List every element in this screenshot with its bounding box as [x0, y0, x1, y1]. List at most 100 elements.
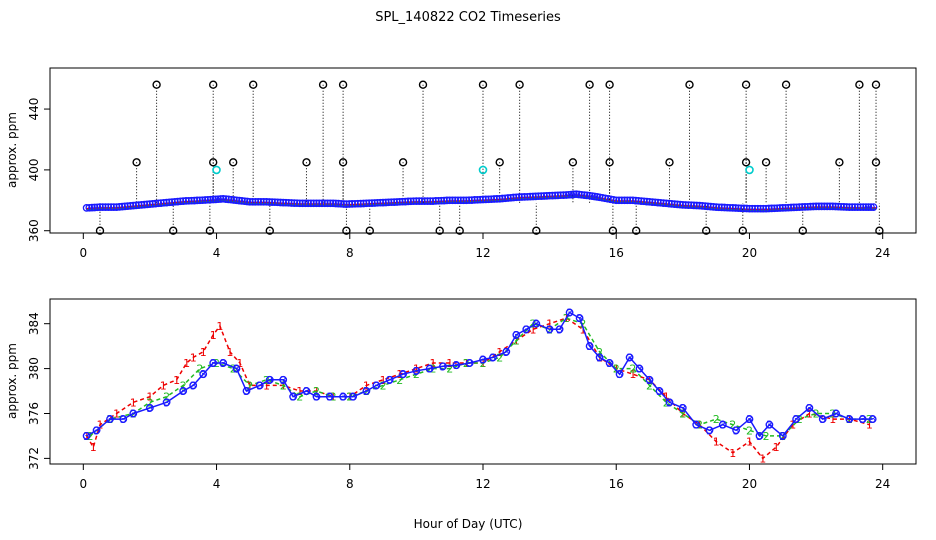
baseline-point: [184, 196, 193, 205]
bottom-xtick-label: 12: [475, 477, 490, 491]
bottom-xtick-label: 20: [742, 477, 757, 491]
baseline-point: [315, 199, 324, 208]
baseline-point: [631, 196, 640, 205]
series-3-point: [219, 359, 228, 367]
baseline-point: [88, 203, 96, 212]
baseline-point: [459, 196, 468, 205]
series-1-glyph: 1: [200, 346, 207, 359]
baseline-point: [345, 200, 354, 208]
baseline-point: [182, 197, 190, 205]
baseline-point: [812, 202, 820, 211]
baseline-point: [756, 204, 765, 213]
series-3-point: [605, 359, 614, 367]
series-3-point: [665, 398, 674, 407]
baseline-point: [540, 192, 548, 200]
baseline-point: [665, 199, 673, 208]
baseline-point: [837, 202, 845, 211]
series-1-glyph: 1: [313, 385, 320, 398]
baseline-point: [129, 201, 138, 210]
baseline-point: [869, 203, 878, 211]
baseline-point: [376, 198, 385, 207]
series-3-glyph: 3: [756, 430, 763, 443]
baseline-point: [423, 197, 432, 205]
series-3-point: [678, 403, 687, 412]
baseline-point: [448, 196, 457, 205]
series-3-glyph: 3: [426, 363, 433, 376]
series-2-glyph: 2: [763, 430, 770, 443]
spike-point: [871, 158, 881, 167]
series-3-point: [189, 381, 198, 390]
spike-point: [781, 80, 791, 89]
series-3-glyph: 3: [706, 424, 713, 437]
baseline-point: [692, 201, 701, 210]
baseline-point: [523, 192, 532, 201]
series-3-glyph: 3: [656, 385, 663, 398]
baseline-point: [867, 203, 875, 211]
baseline-point: [143, 200, 151, 209]
spike-point: [532, 226, 541, 235]
series-1-glyph: 1: [146, 391, 153, 404]
baseline-point: [323, 199, 332, 208]
baseline-point: [601, 194, 609, 203]
top-ytick-label: 360: [27, 219, 41, 242]
baseline-point: [434, 196, 443, 205]
series-3-point: [532, 319, 541, 328]
baseline-point: [284, 198, 293, 207]
baseline-point: [656, 198, 665, 207]
series-2-glyph: 2: [679, 408, 686, 421]
series-3-glyph: 3: [120, 413, 127, 426]
series-2-glyph: 2: [579, 318, 586, 331]
baseline-point: [798, 203, 807, 211]
spike-point: [515, 80, 524, 89]
series-3-glyph: 3: [503, 346, 510, 359]
baseline-point: [742, 204, 751, 213]
baseline-point: [623, 196, 632, 205]
spike-point: [228, 158, 238, 167]
series-3-point: [279, 375, 288, 384]
baseline-point: [101, 203, 110, 211]
spike-point: [168, 226, 178, 235]
baseline-point: [476, 195, 485, 204]
series-3-glyph: 3: [363, 385, 370, 398]
baseline-point: [395, 197, 404, 206]
series-1-glyph: 1: [773, 441, 780, 454]
baseline-point: [370, 199, 379, 207]
baseline-point: [179, 197, 188, 205]
baseline-point: [415, 197, 424, 205]
baseline-point: [112, 203, 121, 211]
baseline-point: [187, 196, 196, 205]
baseline-point: [640, 197, 648, 206]
baseline-point: [238, 197, 246, 205]
baseline-point: [690, 201, 698, 210]
spike-point: [761, 158, 771, 167]
baseline-point: [831, 202, 840, 211]
baseline-point: [529, 192, 537, 201]
top-xtick-label: 8: [346, 246, 354, 260]
baseline-point: [484, 195, 493, 204]
spike-point: [875, 226, 884, 235]
baseline-point: [684, 201, 693, 209]
baseline-point: [604, 194, 612, 203]
top-panel-ylabel: approx. ppm: [5, 112, 19, 188]
series-1-glyph: 1: [806, 408, 813, 421]
bottom-xtick-label: 4: [213, 477, 221, 491]
series-3-point: [82, 431, 91, 440]
baseline-point: [678, 201, 687, 209]
baseline-point: [82, 204, 91, 212]
baseline-point: [703, 202, 712, 211]
baseline-point: [580, 191, 589, 199]
baseline-point: [473, 195, 482, 204]
baseline-point: [368, 199, 376, 207]
top-xtick-label: 4: [213, 246, 221, 260]
baseline-point: [615, 196, 623, 205]
series-3-point: [595, 353, 604, 362]
baseline-point: [454, 196, 462, 205]
baseline-point: [334, 199, 343, 208]
series-3-glyph: 3: [733, 424, 740, 437]
series-3-glyph: 3: [290, 391, 297, 404]
series-1-glyph: 1: [296, 385, 303, 398]
spike-point: [342, 226, 351, 235]
spike-point: [418, 80, 428, 89]
baseline-point: [96, 203, 104, 211]
series-3-point: [242, 387, 251, 395]
